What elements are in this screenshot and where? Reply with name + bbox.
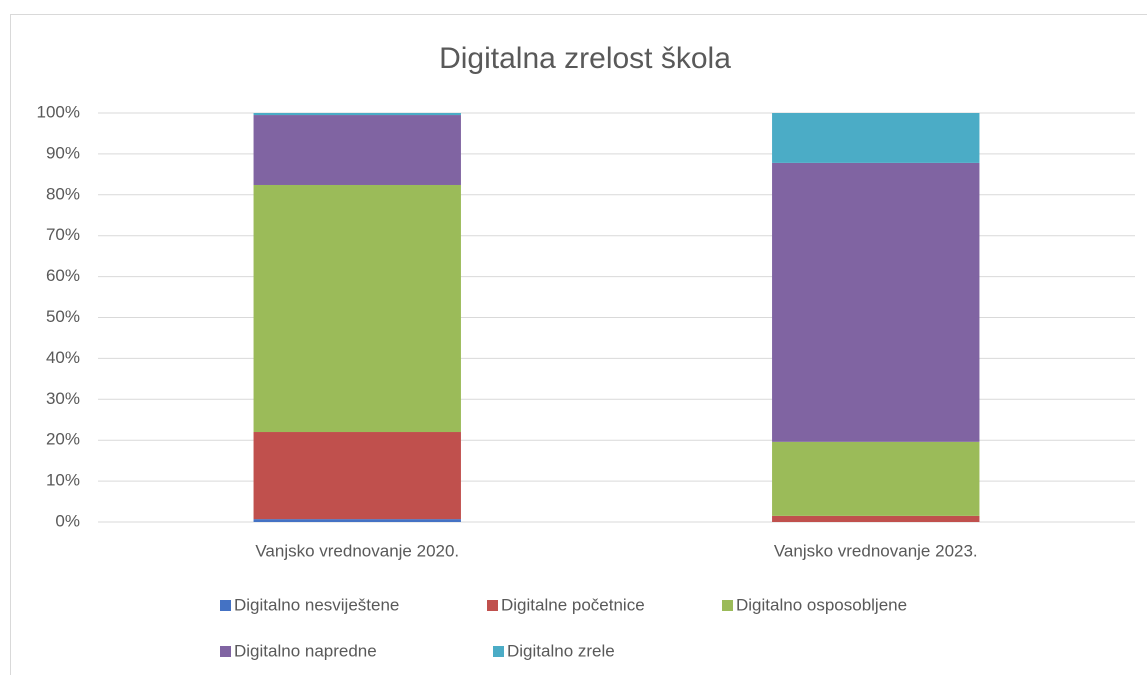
y-tick-label: 100%: [37, 102, 80, 121]
x-tick-label: Vanjsko vrednovanje 2023.: [774, 541, 978, 560]
legend-swatch: [487, 600, 498, 611]
legend-swatch: [220, 646, 231, 657]
legend-label: Digitalne početnice: [501, 595, 645, 614]
y-tick-label: 0%: [55, 511, 80, 530]
bar-segment: [253, 432, 461, 520]
x-tick-label: Vanjsko vrednovanje 2020.: [255, 541, 459, 560]
y-tick-label: 70%: [46, 225, 80, 244]
y-tick-label: 20%: [46, 430, 80, 449]
bar-segment: [253, 184, 461, 433]
y-tick-label: 60%: [46, 266, 80, 285]
y-tick-label: 50%: [46, 307, 80, 326]
bar-segment: [253, 519, 461, 522]
bar-segment: [772, 113, 980, 163]
y-tick-label: 90%: [46, 143, 80, 162]
y-tick-label: 40%: [46, 348, 80, 367]
chart-title: Digitalna zrelost škola: [439, 42, 731, 75]
y-tick-label: 30%: [46, 389, 80, 408]
legend-swatch: [722, 600, 733, 611]
legend-swatch: [220, 600, 231, 611]
legend-label: Digitalno napredne: [234, 641, 377, 660]
bar-segment: [253, 115, 461, 185]
y-tick-label: 80%: [46, 184, 80, 203]
bar-segment: [772, 162, 980, 442]
bar-segment: [253, 113, 461, 116]
legend-label: Digitalno zrele: [507, 641, 615, 660]
bar-segment: [772, 441, 980, 516]
legend-label: Digitalno osposobljene: [736, 595, 907, 614]
legend-label: Digitalno nesviještene: [234, 595, 399, 614]
bar-segment: [772, 515, 980, 522]
y-tick-label: 10%: [46, 471, 80, 490]
legend-swatch: [493, 646, 504, 657]
